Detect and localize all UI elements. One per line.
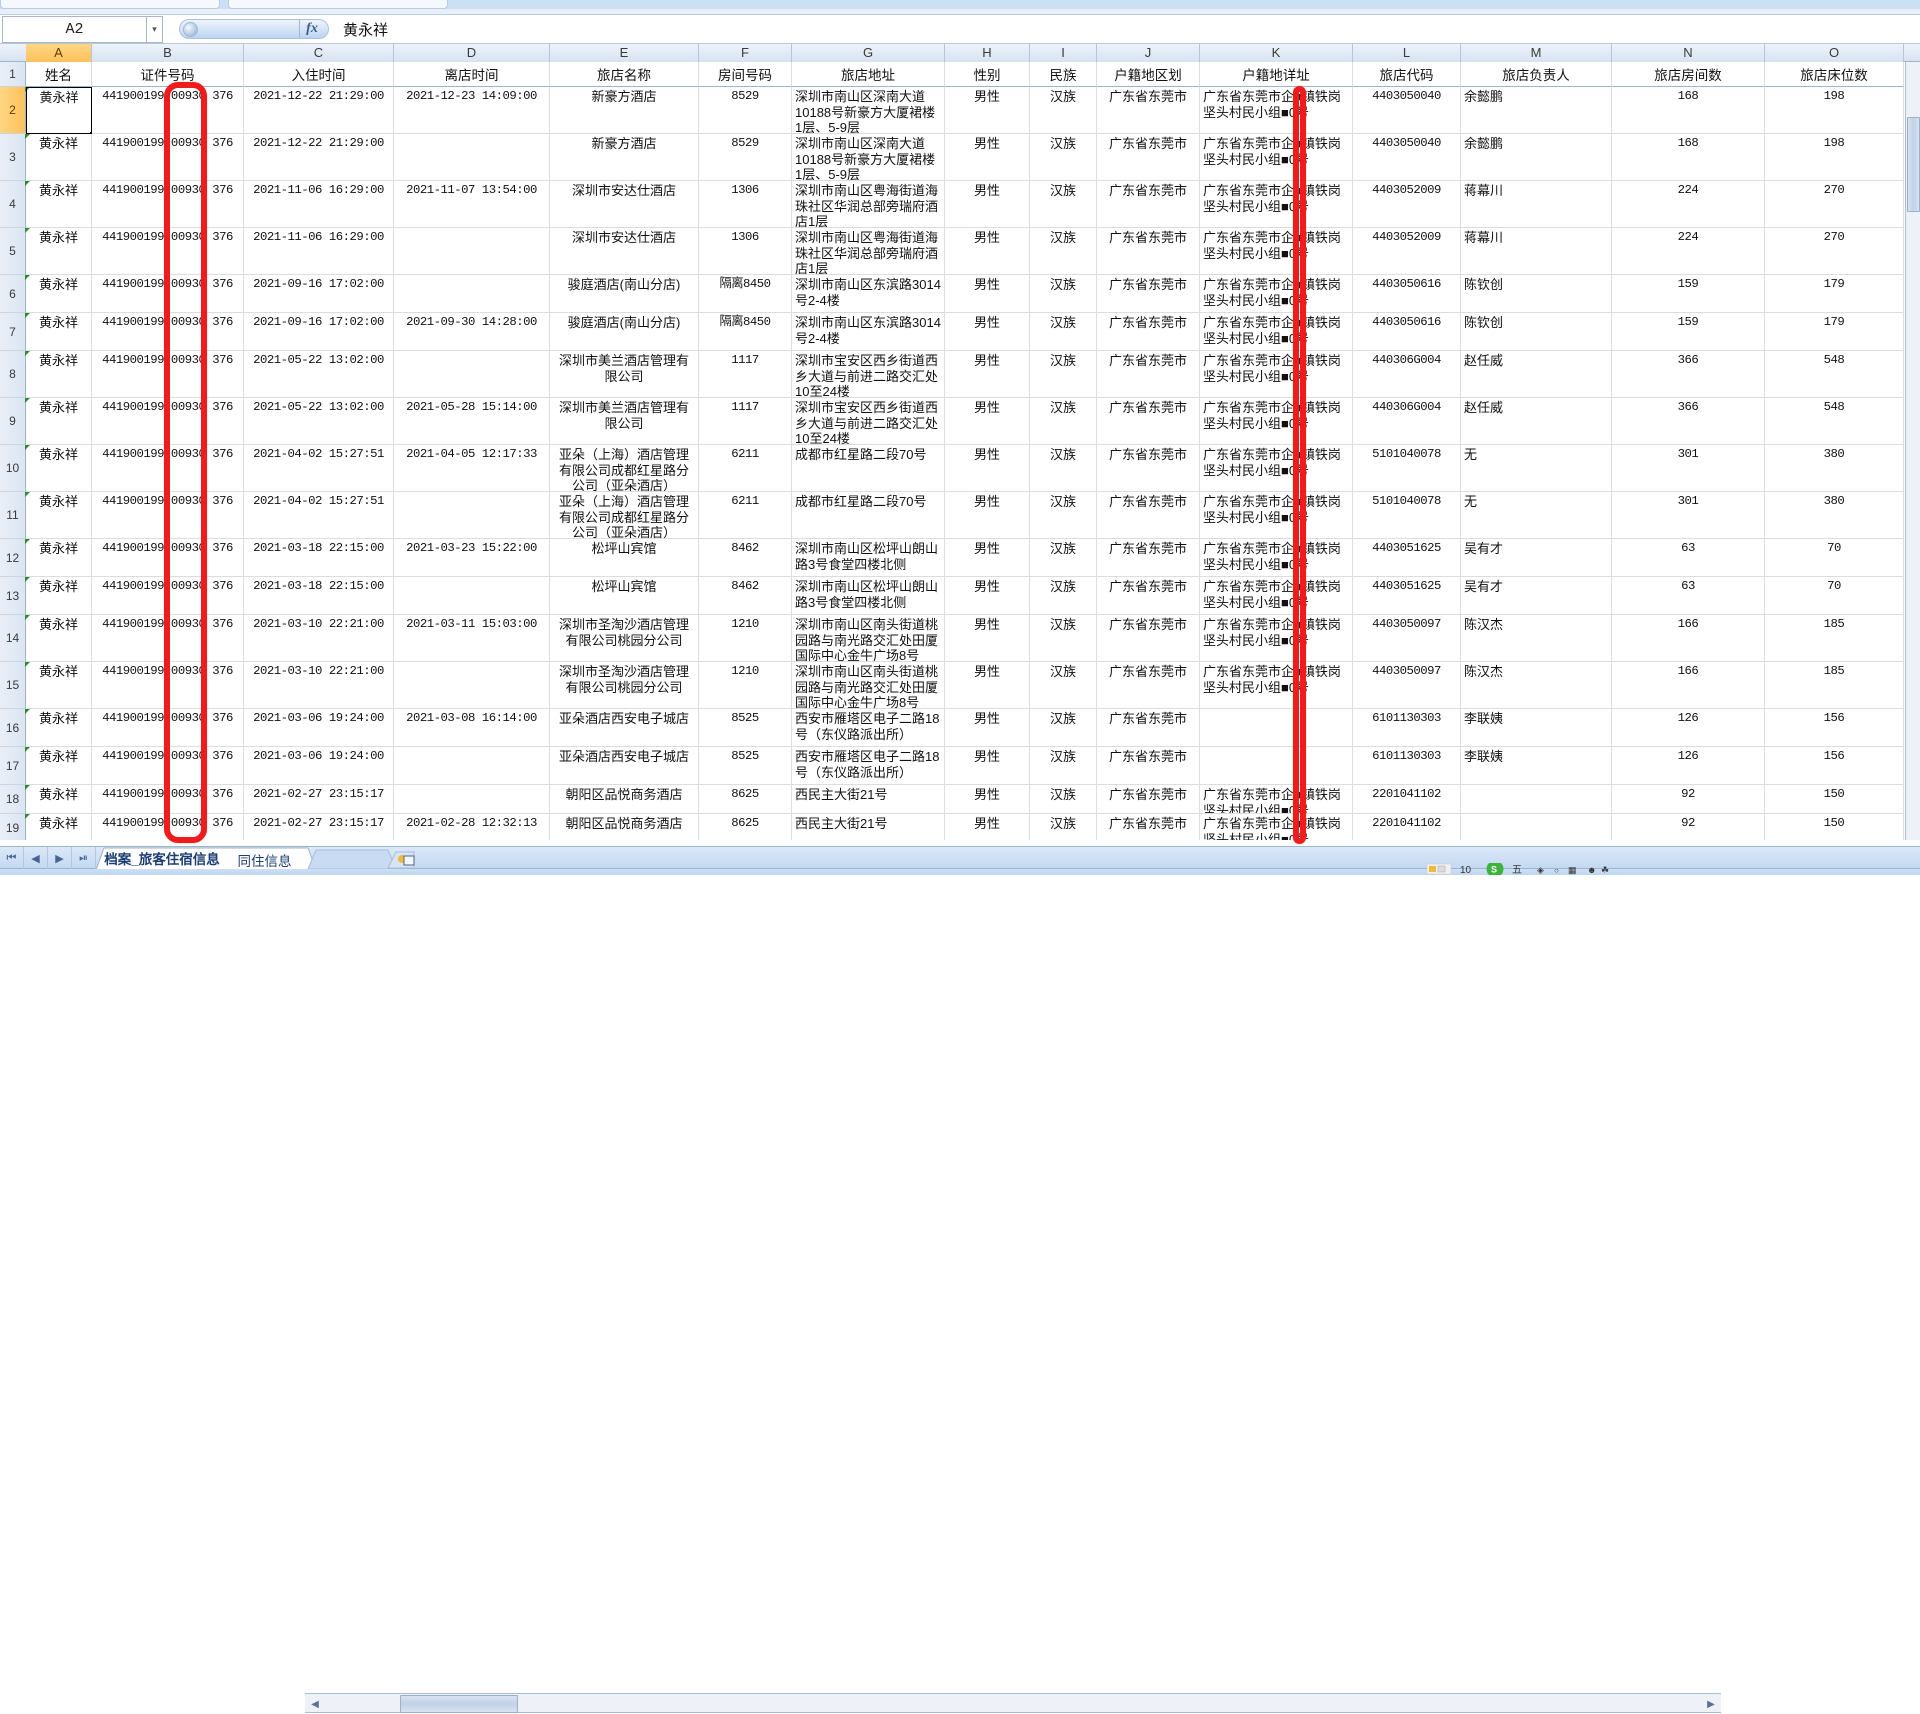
svg-text:五: 五	[1512, 865, 1522, 875]
svg-text:10: 10	[1460, 865, 1472, 875]
svg-text:○: ○	[1554, 866, 1559, 875]
svg-text:◈: ◈	[1537, 865, 1544, 875]
svg-text:▦: ▦	[1568, 865, 1577, 875]
svg-text:☻: ☻	[1587, 865, 1596, 875]
svg-text:S: S	[1491, 865, 1497, 875]
svg-text:☘: ☘	[1601, 865, 1609, 875]
